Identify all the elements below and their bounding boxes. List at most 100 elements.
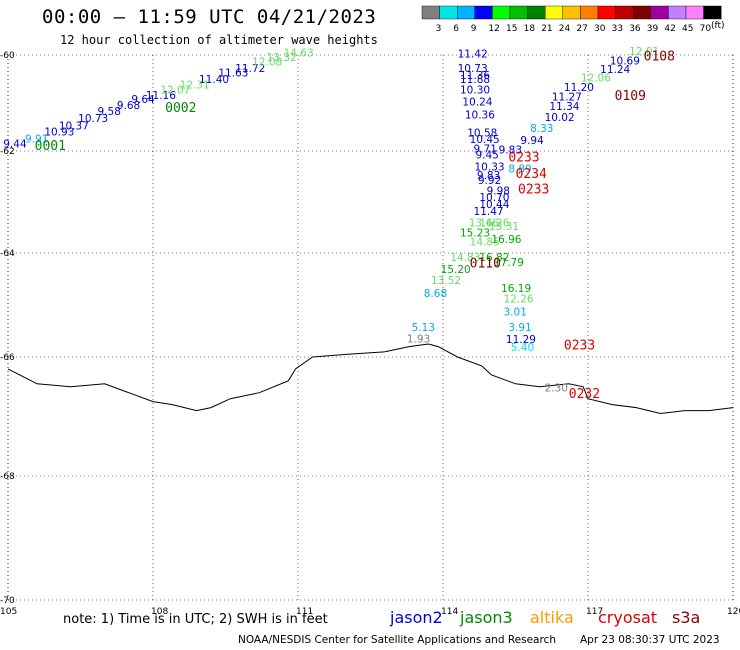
footnote: note: 1) Time is in UTC; 2) SWH is in fe…	[63, 612, 328, 627]
wave-height-label: 14.83	[450, 252, 480, 264]
colorbar-swatch	[650, 5, 669, 20]
colorbar-swatch	[492, 5, 511, 20]
wave-height-label: 11.34	[549, 101, 579, 113]
wave-height-label: 10.44	[479, 199, 509, 211]
wave-height-label: 11.29	[506, 334, 536, 346]
wave-height-label: 8.33	[530, 123, 553, 135]
colorbar-level-label: 42	[664, 24, 675, 34]
colorbar-level-label: 36	[629, 24, 641, 34]
colorbar-swatch	[439, 5, 458, 20]
wave-height-label: 13.46	[469, 217, 499, 229]
wave-height-label: 10.33	[475, 161, 505, 173]
wave-height-label: 11.20	[564, 82, 594, 94]
wave-height-label: 16.82	[479, 252, 509, 264]
wave-height-label: 9.98	[487, 185, 510, 197]
wave-height-label: 11.42	[458, 48, 488, 60]
colorbar-level-label: 33	[612, 24, 623, 34]
wave-height-label: 9.83	[477, 170, 500, 182]
wave-height-label: 9.83	[499, 145, 522, 157]
wave-height-label: 17.79	[494, 257, 524, 269]
x-tick-label: 108	[151, 607, 168, 617]
wave-height-label: 15.23	[460, 228, 490, 240]
y-tick-label: -60	[0, 51, 15, 61]
colorbar-level-label: 45	[682, 24, 693, 34]
x-tick-label: 117	[586, 607, 603, 617]
pass-time-label: 0108	[644, 49, 675, 64]
wave-height-label: 10.45	[470, 134, 500, 146]
pass-time-label: 0233	[518, 182, 549, 197]
colorbar-swatch	[685, 5, 704, 20]
colorbar-swatch	[474, 5, 493, 20]
wave-height-label: 16.26	[479, 217, 509, 229]
wave-height-label: 5.40	[511, 342, 534, 354]
pass-time-label: 0233	[508, 151, 539, 166]
wave-height-label: 11.63	[218, 68, 248, 80]
x-tick-label: 114	[441, 607, 458, 617]
y-tick-label: -66	[0, 353, 15, 363]
wave-height-label: 12.08	[252, 57, 282, 69]
wave-height-label: 9.91	[25, 133, 48, 145]
wave-height-label: 9.94	[520, 135, 544, 147]
wave-height-label: 8.89	[508, 163, 531, 175]
wave-height-label: 11.47	[474, 206, 504, 218]
wave-height-label: 11.40	[199, 74, 229, 86]
colorbar-level-label: 39	[647, 24, 659, 34]
pass-time-label: 0001	[35, 139, 66, 154]
wave-height-label: 9.64	[131, 94, 155, 106]
wave-height-label: 9.58	[98, 106, 121, 118]
wave-height-label: 1.93	[407, 333, 430, 345]
colorbar-swatch	[509, 5, 528, 20]
colorbar-swatch	[527, 5, 546, 20]
generated-timestamp: Apr 23 08:30:37 UTC 2023	[580, 634, 720, 646]
colorbar-swatch	[703, 5, 722, 20]
wave-height-label: 11.36	[460, 70, 490, 82]
wave-height-label: 10.24	[462, 96, 492, 108]
wave-height-label: 11.24	[600, 64, 630, 76]
colorbar-level-label: 24	[559, 24, 571, 34]
legend-jason3: jason3	[460, 608, 513, 627]
wave-height-label: 14.63	[284, 47, 314, 59]
colorbar-level-label: 6	[453, 24, 459, 34]
wave-height-label: 10.73	[78, 113, 108, 125]
legend-altika: altika	[530, 608, 574, 627]
colorbar-level-label: 21	[541, 24, 552, 34]
wave-height-label: 12.01	[629, 46, 659, 58]
colorbar-swatch	[562, 5, 581, 20]
wave-height-label: 16.96	[491, 234, 521, 246]
pass-time-label: 0232	[569, 387, 600, 402]
x-tick-label: 105	[0, 607, 17, 617]
wave-height-label: 13.32	[267, 52, 297, 64]
wave-height-label: 2.30	[545, 383, 568, 395]
pass-time-label: 0110	[470, 256, 501, 271]
x-tick-label: 120	[727, 607, 740, 617]
colorbar-swatch	[668, 5, 687, 20]
legend-jason2: jason2	[390, 608, 443, 627]
wave-height-label: 16.19	[501, 283, 531, 295]
x-tick-label: 111	[296, 607, 313, 617]
wave-height-label: 12.31	[180, 80, 210, 92]
wave-height-label: 11.88	[460, 74, 490, 86]
credit-line: NOAA/NESDIS Center for Satellite Applica…	[238, 634, 556, 646]
wave-height-label: 9.71	[474, 144, 497, 156]
wave-height-label: 12.06	[581, 72, 611, 84]
wave-height-label: 10.02	[545, 112, 575, 124]
wave-height-label: 14.85	[470, 236, 500, 248]
coastline-path	[7, 343, 734, 415]
wave-height-label: 9.45	[475, 150, 498, 162]
wave-height-label: 13.52	[431, 275, 461, 287]
colorbar-unit: (ft)	[711, 21, 725, 31]
colorbar-swatch	[615, 5, 634, 20]
colorbar-level-label: 15	[506, 24, 517, 34]
y-tick-label: -64	[0, 249, 15, 259]
pass-time-label: 0109	[615, 89, 646, 104]
legend-s3a: s3a	[672, 608, 701, 627]
wave-height-label: 8.68	[424, 288, 447, 300]
wave-height-label: 11.27	[552, 92, 582, 104]
wave-height-label: 12.26	[504, 293, 534, 305]
wave-height-label: 11.72	[235, 63, 265, 75]
colorbar-level-label: 12	[488, 24, 499, 34]
wave-height-label: 10.73	[458, 63, 488, 75]
colorbar-swatch	[597, 5, 616, 20]
